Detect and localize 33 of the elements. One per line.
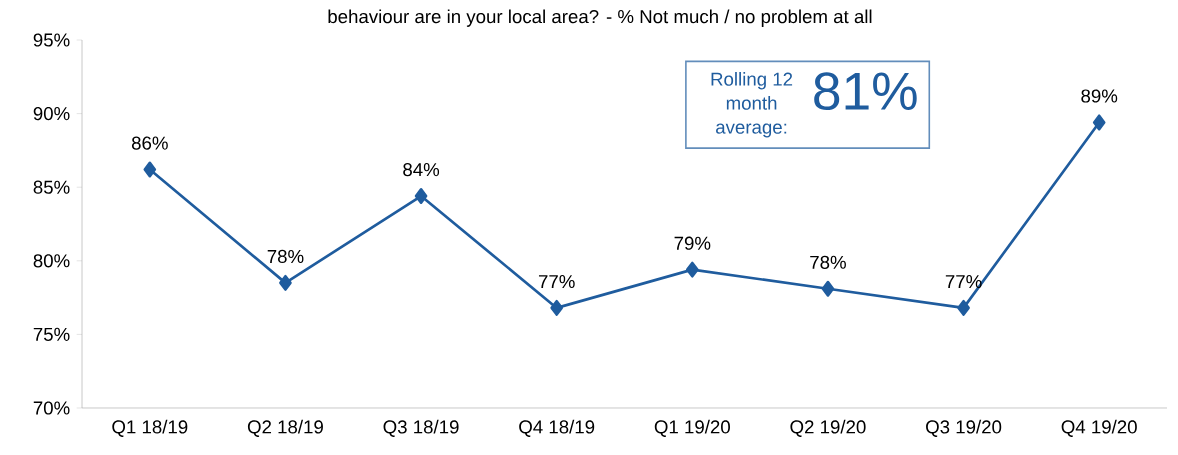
point xyxy=(550,299,564,316)
y-tick-label: 80% xyxy=(33,254,70,268)
x-tick-label: Q1 18/19 xyxy=(112,419,188,437)
data-label: 84% xyxy=(403,162,440,177)
data-label: 78% xyxy=(267,249,304,264)
chart-title: behaviour are in your local area? - % Not much / no problem at all xyxy=(328,9,872,27)
data-label: 78% xyxy=(810,255,846,269)
y-tick-label: 90% xyxy=(33,106,70,121)
data-label: 79% xyxy=(674,236,711,250)
x-tick-label: Q3 19/20 xyxy=(926,419,1002,437)
data-label: 86% xyxy=(131,136,168,150)
point xyxy=(279,274,292,291)
annotation: 81% xyxy=(814,72,917,111)
x-tick-label: Q1 19/20 xyxy=(654,419,730,437)
x-tick-label: Q4 18/19 xyxy=(519,419,595,437)
y-tick-label: 95% xyxy=(33,33,70,47)
x-tick-label: Q2 18/19 xyxy=(247,419,323,437)
data-label: 77% xyxy=(538,275,575,289)
point xyxy=(1092,114,1106,131)
point xyxy=(685,261,699,278)
data-label: 89% xyxy=(1081,89,1118,103)
x-tick-label: Q2 19/20 xyxy=(790,419,866,437)
x-tick-label: Q4 19/20 xyxy=(1061,419,1137,437)
data-label: 77% xyxy=(945,275,982,289)
point xyxy=(821,280,835,297)
point xyxy=(957,299,970,316)
annotation: Rolling 12 month average: xyxy=(711,72,793,138)
y-tick-label: 85% xyxy=(33,180,70,194)
point xyxy=(143,161,157,178)
point xyxy=(414,188,428,205)
y-tick-label: 70% xyxy=(33,401,70,415)
x-tick-label: Q3 18/19 xyxy=(383,419,459,437)
y-tick-label: 75% xyxy=(33,327,70,341)
